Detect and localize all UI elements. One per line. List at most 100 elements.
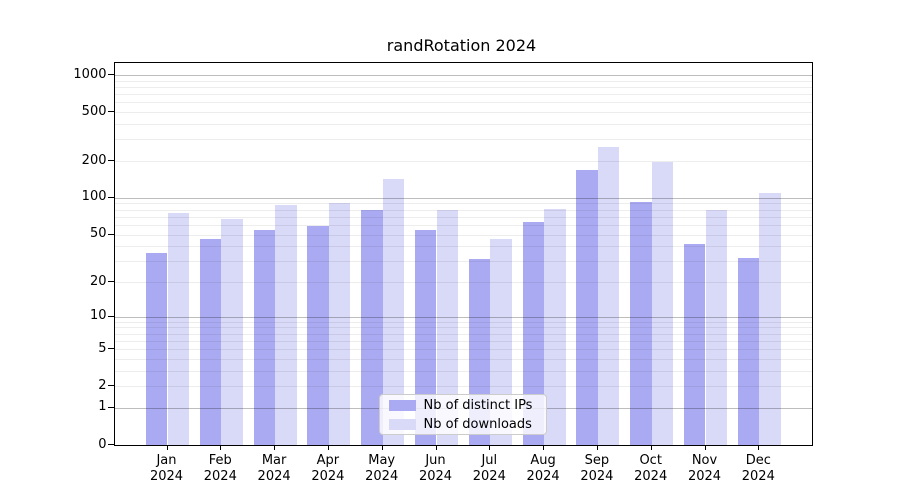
legend: Nb of distinct IPs Nb of downloads — [378, 394, 547, 435]
x-tick-mark — [327, 445, 330, 450]
minor-gridline — [114, 209, 812, 211]
bar-downloads-nov — [705, 210, 728, 445]
legend-item-distinct-ips: Nb of distinct IPs — [388, 397, 546, 413]
bar-downloads-dec — [759, 193, 781, 445]
bar-downloads-apr — [328, 203, 351, 445]
major-gridline — [114, 316, 812, 318]
legend-label-downloads: Nb of downloads — [423, 416, 532, 432]
minor-gridline — [114, 203, 812, 205]
minor-gridline — [114, 370, 812, 372]
bar-distinct-ips-jan — [145, 253, 168, 445]
x-tick-label-sep: Sep 2024 — [580, 453, 614, 484]
y-tick-mark — [107, 233, 114, 235]
minor-gridline — [114, 246, 812, 248]
y-tick-label: 50 — [89, 226, 107, 241]
x-tick-mark — [274, 445, 276, 450]
x-tick-label-aug: Aug 2024 — [526, 453, 560, 484]
minor-gridline — [114, 321, 812, 323]
x-tick-mark — [381, 445, 383, 450]
bar-distinct-ips-sep — [576, 169, 598, 445]
y-tick-label: 2 — [98, 377, 107, 393]
x-tick-mark — [489, 445, 491, 450]
legend-swatch-downloads — [388, 418, 416, 430]
bar-distinct-ips-mar — [253, 230, 276, 445]
y-tick-mark — [107, 406, 114, 409]
bar-downloads-jun — [436, 209, 459, 445]
minor-gridline — [114, 327, 812, 329]
x-tick-label-nov: Nov 2024 — [687, 453, 722, 484]
y-tick-mark — [107, 281, 114, 283]
y-tick-mark — [107, 444, 114, 446]
y-tick-label: 500 — [81, 103, 107, 119]
legend-swatch-distinct-ips — [388, 399, 416, 411]
chart-title: randRotation 2024 — [386, 36, 537, 55]
x-tick-label-apr: Apr 2024 — [311, 453, 345, 484]
minor-gridline — [114, 340, 812, 342]
minor-gridline — [114, 80, 812, 82]
minor-gridline — [114, 124, 812, 125]
y-tick-label: 100 — [81, 189, 107, 205]
y-tick-label: 200 — [81, 152, 107, 168]
bar-distinct-ips-apr — [307, 225, 329, 445]
minor-gridline — [114, 139, 812, 141]
x-tick-label-oct: Oct 2024 — [634, 453, 668, 484]
bar-downloads-sep — [597, 147, 620, 445]
major-gridline — [114, 75, 812, 76]
x-tick-mark — [543, 445, 545, 450]
minor-gridline — [114, 349, 812, 351]
legend-item-downloads: Nb of downloads — [388, 416, 546, 432]
y-tick-mark — [107, 160, 114, 162]
y-tick-mark — [107, 315, 114, 317]
minor-gridline — [114, 102, 812, 104]
x-tick-mark — [650, 445, 652, 450]
x-tick-label-dec: Dec 2024 — [741, 453, 775, 484]
bar-downloads-aug — [544, 209, 566, 445]
x-tick-label-may: May 2024 — [365, 453, 399, 484]
minor-gridline — [114, 333, 812, 335]
y-tick-mark — [107, 74, 114, 76]
minor-gridline — [114, 282, 812, 283]
y-tick-label: 1000 — [73, 66, 107, 82]
minor-gridline — [114, 161, 812, 162]
bar-distinct-ips-dec — [737, 257, 760, 445]
bar-distinct-ips-nov — [683, 243, 706, 445]
x-tick-mark — [435, 445, 437, 450]
minor-gridline — [114, 87, 812, 88]
y-tick-label: 10 — [89, 308, 107, 324]
bar-distinct-ips-oct — [630, 202, 652, 445]
x-tick-label-feb: Feb 2024 — [203, 453, 237, 484]
minor-gridline — [114, 94, 812, 96]
bar-downloads-jul — [490, 238, 512, 445]
legend-label-distinct-ips: Nb of distinct IPs — [423, 397, 533, 413]
x-tick-mark — [166, 445, 168, 450]
minor-gridline — [114, 112, 812, 114]
bar-distinct-ips-may — [361, 209, 383, 445]
bar-downloads-mar — [275, 204, 297, 445]
y-tick-mark — [107, 111, 114, 113]
x-tick-label-mar: Mar 2024 — [257, 453, 291, 484]
bar-downloads-may — [382, 178, 405, 445]
x-tick-label-jun: Jun 2024 — [418, 453, 453, 484]
bar-downloads-jan — [167, 213, 190, 445]
minor-gridline — [114, 234, 812, 236]
bar-downloads-oct — [651, 161, 674, 445]
x-tick-mark — [758, 445, 760, 450]
minor-gridline — [114, 224, 812, 226]
y-tick-label: 0 — [98, 436, 107, 452]
bar-downloads-feb — [221, 219, 243, 445]
x-tick-mark — [220, 445, 222, 450]
y-tick-mark — [107, 348, 114, 350]
minor-gridline — [114, 261, 812, 263]
x-tick-label-jan: Jan 2024 — [149, 453, 184, 484]
y-tick-label: 5 — [98, 340, 107, 356]
minor-gridline — [114, 386, 812, 388]
y-tick-mark — [107, 196, 114, 199]
x-tick-mark — [596, 445, 599, 450]
x-tick-label-jul: Jul 2024 — [472, 453, 506, 484]
bar-distinct-ips-jun — [414, 230, 437, 445]
plot-area: Nb of distinct IPs Nb of downloads — [113, 62, 813, 446]
minor-gridline — [114, 216, 812, 218]
bar-distinct-ips-aug — [522, 221, 545, 445]
y-tick-label: 20 — [89, 273, 107, 289]
